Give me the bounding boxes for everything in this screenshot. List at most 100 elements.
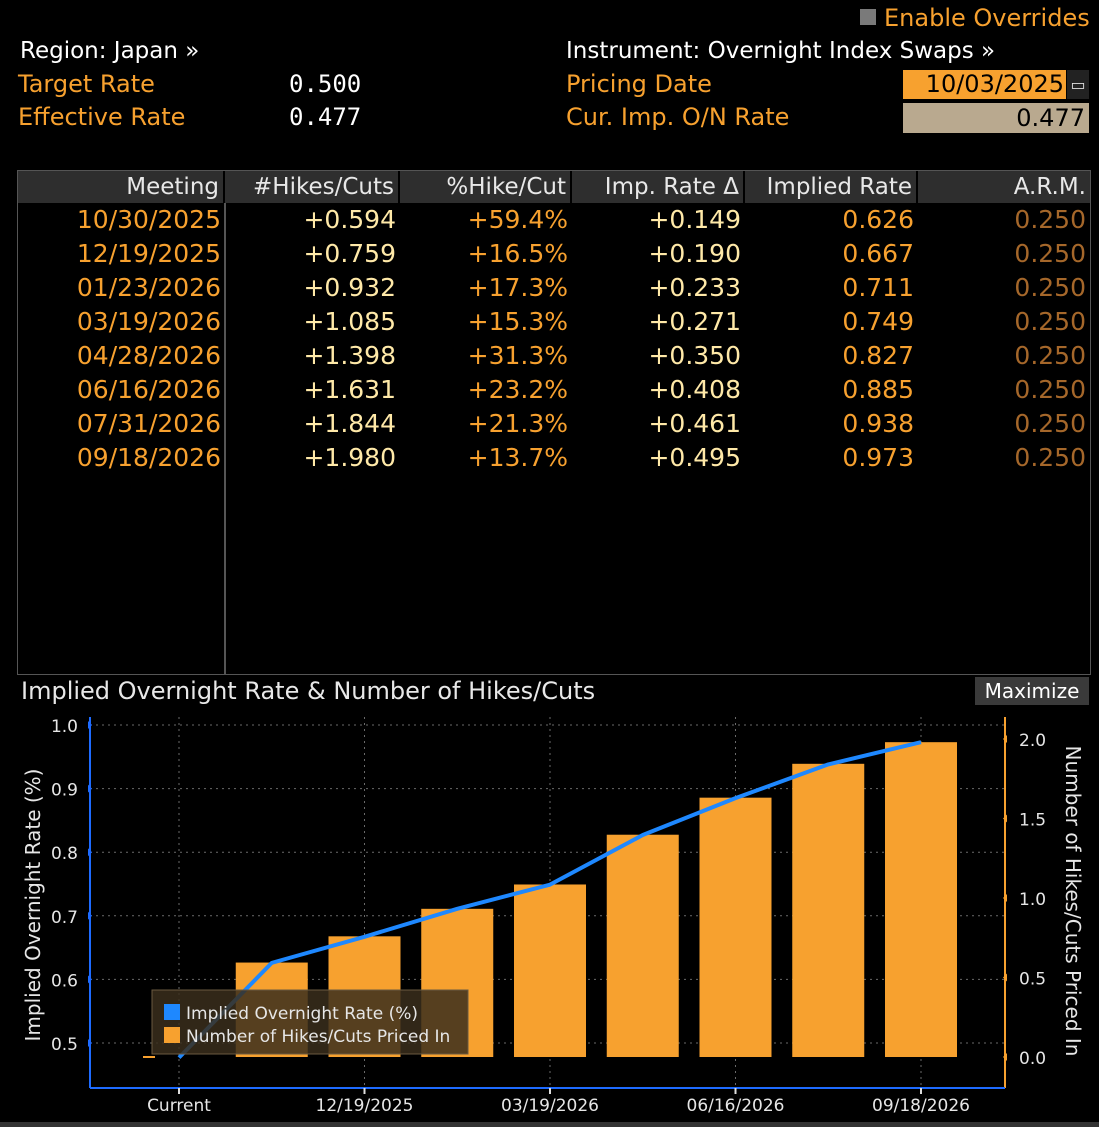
cell-implied-rate: 0.938 xyxy=(842,409,914,438)
cell-pct-hike-cut: +15.3% xyxy=(467,307,568,336)
cell-pct-hike-cut: +31.3% xyxy=(467,341,568,370)
left-tick-label: 1.0 xyxy=(51,717,78,737)
cell-meeting: 06/16/2026 xyxy=(76,375,221,404)
implied-rate-line xyxy=(177,740,922,1060)
calendar-icon[interactable]: ▭ xyxy=(1067,70,1089,99)
col-meeting[interactable]: Meeting xyxy=(18,171,225,203)
meetings-table xyxy=(17,170,1091,675)
left-tick-mark xyxy=(88,848,92,857)
table-row[interactable]: 03/19/2026 +1.085 +15.3% +0.271 0.749 0.250 xyxy=(18,305,1090,339)
left-tick-mark xyxy=(88,911,92,920)
col-arm[interactable]: A.R.M. xyxy=(1013,174,1086,200)
col-implied-rate[interactable]: Implied Rate xyxy=(745,171,918,203)
right-tick-label: 1.0 xyxy=(1019,890,1046,910)
cell-implied-rate: 0.711 xyxy=(842,273,914,302)
cell-meeting: 01/23/2026 xyxy=(76,273,221,302)
cell-implied-rate: 0.827 xyxy=(842,341,914,370)
hikes-bar xyxy=(699,797,772,1057)
hikes-bar xyxy=(792,763,865,1057)
cur-imp-rate-input[interactable]: 0.477 xyxy=(903,103,1089,133)
enable-overrides-checkbox[interactable]: Enable Overrides xyxy=(860,4,1090,32)
table-row[interactable]: 10/30/2025 +0.594 +59.4% +0.149 0.626 0.250 xyxy=(18,203,1090,237)
cell-meeting: 07/31/2026 xyxy=(76,409,221,438)
maximize-button[interactable]: Maximize xyxy=(975,677,1089,705)
hikes-bar xyxy=(885,742,957,1057)
cell-meeting: 12/19/2025 xyxy=(76,239,221,268)
checkbox-icon[interactable] xyxy=(860,9,876,25)
cell-meeting: 10/30/2025 xyxy=(76,205,221,234)
cell-arm: 0.250 xyxy=(1014,307,1086,336)
col-imp-rate-delta[interactable]: Imp. Rate Δ xyxy=(572,171,745,203)
y-axis-right-title: Number of Hikes/Cuts Priced In xyxy=(1061,746,1085,1057)
region-selector[interactable]: Region: Japan » xyxy=(20,38,200,64)
y-axis-left-title: Implied Overnight Rate (%) xyxy=(21,769,45,1042)
right-tick-label: 2.0 xyxy=(1019,731,1046,751)
left-tick-mark xyxy=(88,784,92,793)
chart-title: Implied Overnight Rate & Number of Hikes… xyxy=(21,677,596,705)
right-tick-mark xyxy=(1003,735,1007,743)
pricing-date-input[interactable]: 10/03/2025 xyxy=(903,70,1066,99)
cell-arm: 0.250 xyxy=(1014,205,1086,234)
table-row[interactable]: 09/18/2026 +1.980 +13.7% +0.495 0.973 0.250 xyxy=(18,441,1090,475)
cell-hikes-cuts: +0.932 xyxy=(303,273,396,302)
cell-imp-rate-delta: +0.271 xyxy=(648,307,741,336)
legend-label-line: Implied Overnight Rate (%) xyxy=(186,1004,418,1024)
cell-implied-rate: 0.885 xyxy=(842,375,914,404)
cell-arm: 0.250 xyxy=(1014,375,1086,404)
cell-imp-rate-delta: +0.190 xyxy=(648,239,741,268)
left-tick-label: 0.6 xyxy=(51,971,78,991)
pricing-date-label: Pricing Date xyxy=(566,70,712,98)
cell-hikes-cuts: +1.085 xyxy=(303,307,396,336)
table-row[interactable]: 12/19/2025 +0.759 +16.5% +0.190 0.667 0.250 xyxy=(18,237,1090,271)
cell-hikes-cuts: +1.844 xyxy=(303,409,396,438)
cell-arm: 0.250 xyxy=(1014,341,1086,370)
cell-imp-rate-delta: +0.149 xyxy=(648,205,741,234)
x-tick-label: 06/16/2026 xyxy=(687,1096,785,1116)
cell-hikes-cuts: +0.594 xyxy=(303,205,396,234)
cell-imp-rate-delta: +0.350 xyxy=(648,341,741,370)
left-tick-mark xyxy=(88,975,92,984)
col-pct-hike-cut[interactable]: %Hike/Cut xyxy=(400,171,572,203)
left-tick-label: 0.8 xyxy=(51,844,78,864)
cell-implied-rate: 0.626 xyxy=(842,205,914,234)
cell-imp-rate-delta: +0.233 xyxy=(648,273,741,302)
table-row[interactable]: 01/23/2026 +0.932 +17.3% +0.233 0.711 0.250 xyxy=(18,271,1090,305)
cell-pct-hike-cut: +13.7% xyxy=(467,443,568,472)
cell-imp-rate-delta: +0.408 xyxy=(648,375,741,404)
cell-implied-rate: 0.749 xyxy=(842,307,914,336)
cell-meeting: 09/18/2026 xyxy=(76,443,221,472)
cell-imp-rate-delta: +0.461 xyxy=(648,409,741,438)
cell-imp-rate-delta: +0.495 xyxy=(648,443,741,472)
instrument-selector[interactable]: Instrument: Overnight Index Swaps » xyxy=(566,38,996,64)
table-header: Meeting #Hikes/Cuts %Hike/Cut Imp. Rate … xyxy=(18,171,1090,203)
cell-implied-rate: 0.973 xyxy=(842,443,914,472)
legend-swatch-bar xyxy=(164,1027,180,1043)
x-tick-label: 12/19/2025 xyxy=(316,1096,414,1116)
target-rate-label: Target Rate xyxy=(18,70,155,98)
target-rate-value: 0.500 xyxy=(289,70,362,98)
cell-hikes-cuts: +1.631 xyxy=(303,375,396,404)
cell-arm: 0.250 xyxy=(1014,409,1086,438)
table-row[interactable]: 07/31/2026 +1.844 +21.3% +0.461 0.938 0.250 xyxy=(18,407,1090,441)
table-row[interactable]: 04/28/2026 +1.398 +31.3% +0.350 0.827 0.250 xyxy=(18,339,1090,373)
col-hikes-cuts[interactable]: #Hikes/Cuts xyxy=(225,171,400,203)
rate-chart: 0.5 0.6 0.7 0.8 0.9 1.0 0.0 0.5 1.0 1.5 2.0 Current… xyxy=(21,717,1085,1116)
cell-pct-hike-cut: +16.5% xyxy=(467,239,568,268)
cell-hikes-cuts: +1.980 xyxy=(303,443,396,472)
cell-pct-hike-cut: +21.3% xyxy=(467,409,568,438)
legend-box xyxy=(151,989,469,1055)
x-tick-label: Current xyxy=(147,1096,211,1116)
right-tick-label: 0.5 xyxy=(1019,970,1046,990)
cell-implied-rate: 0.667 xyxy=(842,239,914,268)
right-tick-mark xyxy=(1003,894,1007,902)
effective-rate-label: Effective Rate xyxy=(18,103,186,131)
cell-hikes-cuts: +0.759 xyxy=(303,239,396,268)
hikes-bar xyxy=(606,834,679,1057)
cur-imp-rate-label: Cur. Imp. O/N Rate xyxy=(566,103,790,131)
table-row[interactable]: 06/16/2026 +1.631 +23.2% +0.408 0.885 0.250 xyxy=(18,373,1090,407)
cell-hikes-cuts: +1.398 xyxy=(303,341,396,370)
cell-pct-hike-cut: +17.3% xyxy=(467,273,568,302)
left-tick-mark xyxy=(88,721,92,729)
legend-label-bar: Number of Hikes/Cuts Priced In xyxy=(186,1027,450,1047)
enable-overrides-label: Enable Overrides xyxy=(884,4,1090,32)
